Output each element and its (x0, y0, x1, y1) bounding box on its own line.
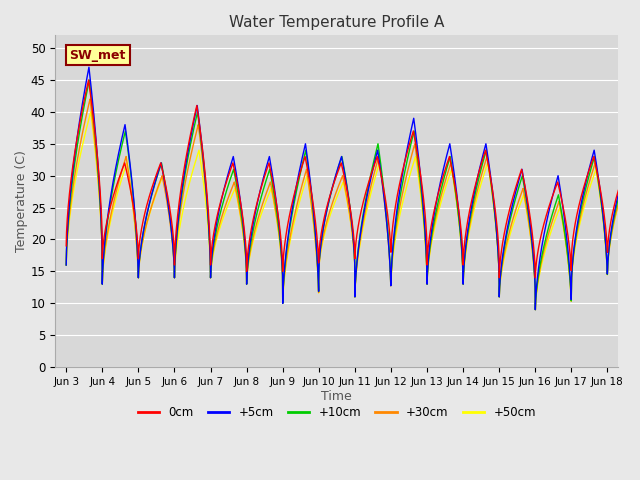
Text: SW_met: SW_met (70, 48, 126, 61)
Title: Water Temperature Profile A: Water Temperature Profile A (229, 15, 444, 30)
X-axis label: Time: Time (321, 390, 352, 403)
Y-axis label: Temperature (C): Temperature (C) (15, 150, 28, 252)
Legend: 0cm, +5cm, +10cm, +30cm, +50cm: 0cm, +5cm, +10cm, +30cm, +50cm (133, 402, 541, 424)
